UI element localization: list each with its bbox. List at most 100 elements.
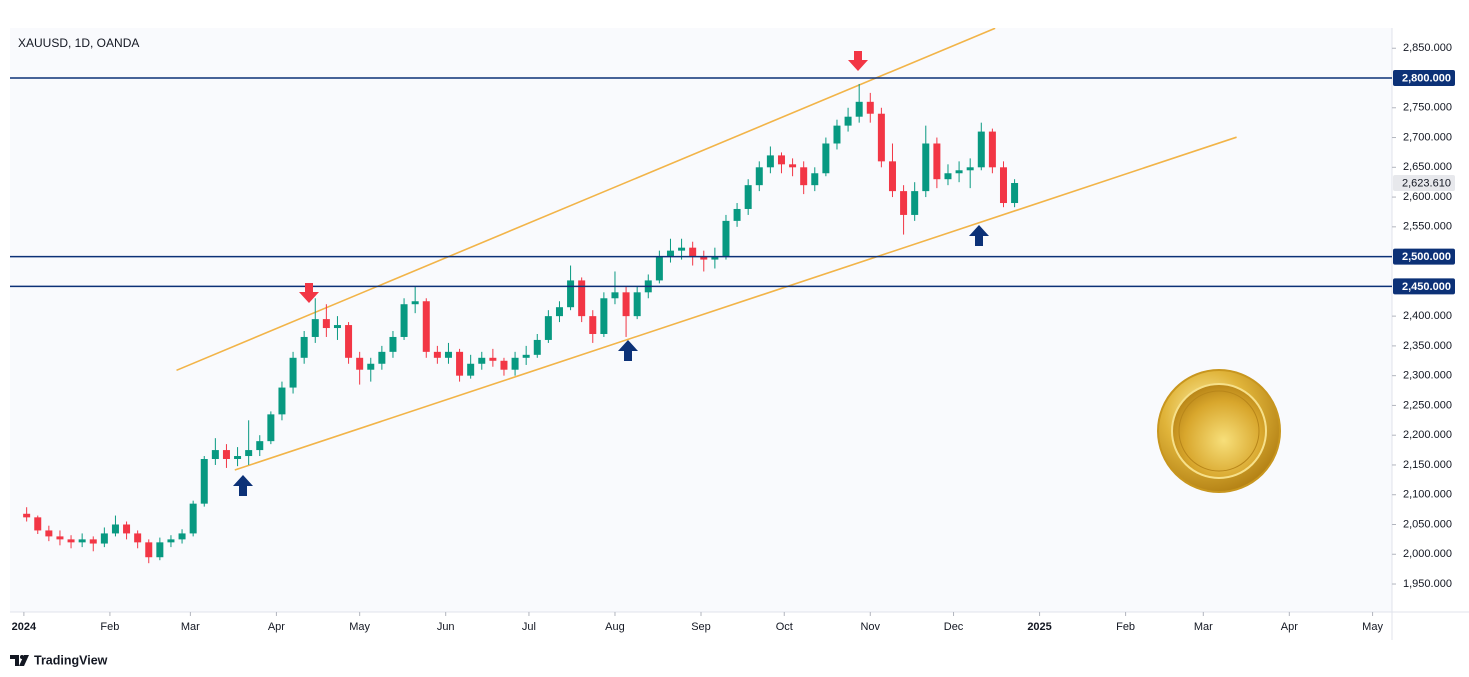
- candle-body: [977, 131, 985, 168]
- x-tick-label: 2024: [12, 621, 37, 633]
- candle-body: [922, 143, 930, 192]
- candle-body: [766, 155, 774, 168]
- candle-body: [544, 316, 552, 340]
- y-tick-label: 2,150.000: [1403, 459, 1452, 471]
- candle-body: [1011, 183, 1019, 204]
- up-arrow: [618, 340, 638, 361]
- candle-body: [822, 143, 830, 174]
- candle-body: [866, 101, 874, 114]
- y-tick-label: 2,750.000: [1403, 102, 1452, 114]
- candle-body: [100, 533, 108, 544]
- candle-body: [389, 336, 397, 352]
- gold-coin: [1157, 369, 1281, 493]
- y-tick-label: 1,950.000: [1403, 578, 1452, 590]
- candle-body: [689, 247, 697, 257]
- candle-body: [178, 533, 186, 540]
- x-tick-label: Mar: [1194, 621, 1213, 633]
- y-tick-label: 2,000.000: [1403, 548, 1452, 560]
- candle-body: [167, 539, 175, 543]
- chart-title: XAUUSD, 1D, OANDA: [18, 36, 139, 50]
- candle-body: [988, 131, 996, 168]
- candle-body: [345, 325, 353, 358]
- y-tick-label: 2,850.000: [1403, 42, 1452, 54]
- last-price-label: 2,623.610: [1402, 177, 1451, 189]
- candle-body: [711, 256, 719, 260]
- candle-body: [300, 336, 308, 358]
- x-tick-label: Feb: [100, 621, 119, 633]
- candle-body: [811, 173, 819, 186]
- candle-body: [655, 256, 663, 281]
- candle-body: [777, 155, 785, 165]
- level-badge: [1393, 278, 1455, 295]
- candle-body: [611, 292, 619, 299]
- candle-body: [744, 185, 752, 209]
- brand: TradingView: [34, 653, 108, 667]
- level-badge: [1393, 70, 1455, 87]
- candle-body: [222, 450, 230, 460]
- candle-body: [322, 319, 330, 329]
- candle-body: [489, 357, 497, 361]
- candle-body: [567, 280, 575, 308]
- plot-area: [10, 28, 1392, 612]
- candle-body: [722, 220, 730, 257]
- x-tick-label: Aug: [605, 621, 625, 633]
- x-tick-label: Dec: [944, 621, 964, 633]
- up-arrows: [233, 225, 989, 496]
- candle-body: [411, 301, 419, 305]
- candle-body: [189, 503, 197, 534]
- candle-body: [467, 363, 475, 376]
- y-tick-label: 2,400.000: [1403, 310, 1452, 322]
- candle-body: [855, 101, 863, 117]
- up-arrow: [969, 225, 989, 246]
- candle-body: [89, 539, 97, 544]
- y-tick-label: 2,700.000: [1403, 131, 1452, 143]
- candle-body: [911, 191, 919, 215]
- x-tick-label: Jul: [522, 621, 536, 633]
- candle-body: [433, 351, 441, 358]
- candle-body: [289, 357, 297, 388]
- x-tick-label: Apr: [1281, 621, 1298, 633]
- candle-body: [234, 456, 242, 460]
- candle-body: [500, 360, 508, 370]
- candle-body: [245, 450, 253, 457]
- down-arrow: [848, 51, 868, 71]
- candle-body: [844, 116, 852, 126]
- y-tick-label: 2,300.000: [1403, 370, 1452, 382]
- candle-body: [933, 143, 941, 180]
- candle-body: [311, 319, 319, 337]
- x-tick-label: Nov: [860, 621, 880, 633]
- candle-body: [678, 247, 686, 251]
- y-tick-label: 2,250.000: [1403, 399, 1452, 411]
- y-tick-label: 2,050.000: [1403, 518, 1452, 530]
- candle-body: [422, 301, 430, 352]
- level-label: 2,500.000: [1402, 251, 1451, 263]
- y-tick-label: 2,650.000: [1403, 161, 1452, 173]
- candle-body: [23, 513, 31, 518]
- candle-body: [578, 280, 586, 317]
- candle-body: [78, 539, 86, 543]
- candle-body: [200, 459, 208, 504]
- candle-body: [134, 533, 142, 543]
- candle-body: [444, 351, 452, 358]
- y-tick-label: 2,100.000: [1403, 489, 1452, 501]
- candle-body: [789, 164, 797, 168]
- candle-body: [944, 173, 952, 180]
- candle-body: [123, 524, 131, 534]
- level-badge: [1393, 248, 1455, 265]
- candle-body: [888, 161, 896, 192]
- candle-body: [622, 292, 630, 317]
- level-label: 2,800.000: [1402, 72, 1451, 84]
- candle-body: [367, 363, 375, 370]
- candle-body: [67, 539, 75, 543]
- candle-body: [589, 316, 597, 334]
- candle-body: [333, 325, 341, 329]
- candle-body: [900, 191, 908, 215]
- candle-body: [256, 441, 264, 451]
- down-arrows: [299, 51, 868, 303]
- y-tick-label: 2,550.000: [1403, 221, 1452, 233]
- candle-body: [56, 536, 64, 540]
- last-price-badge: [1393, 175, 1455, 192]
- candle-body: [633, 292, 641, 317]
